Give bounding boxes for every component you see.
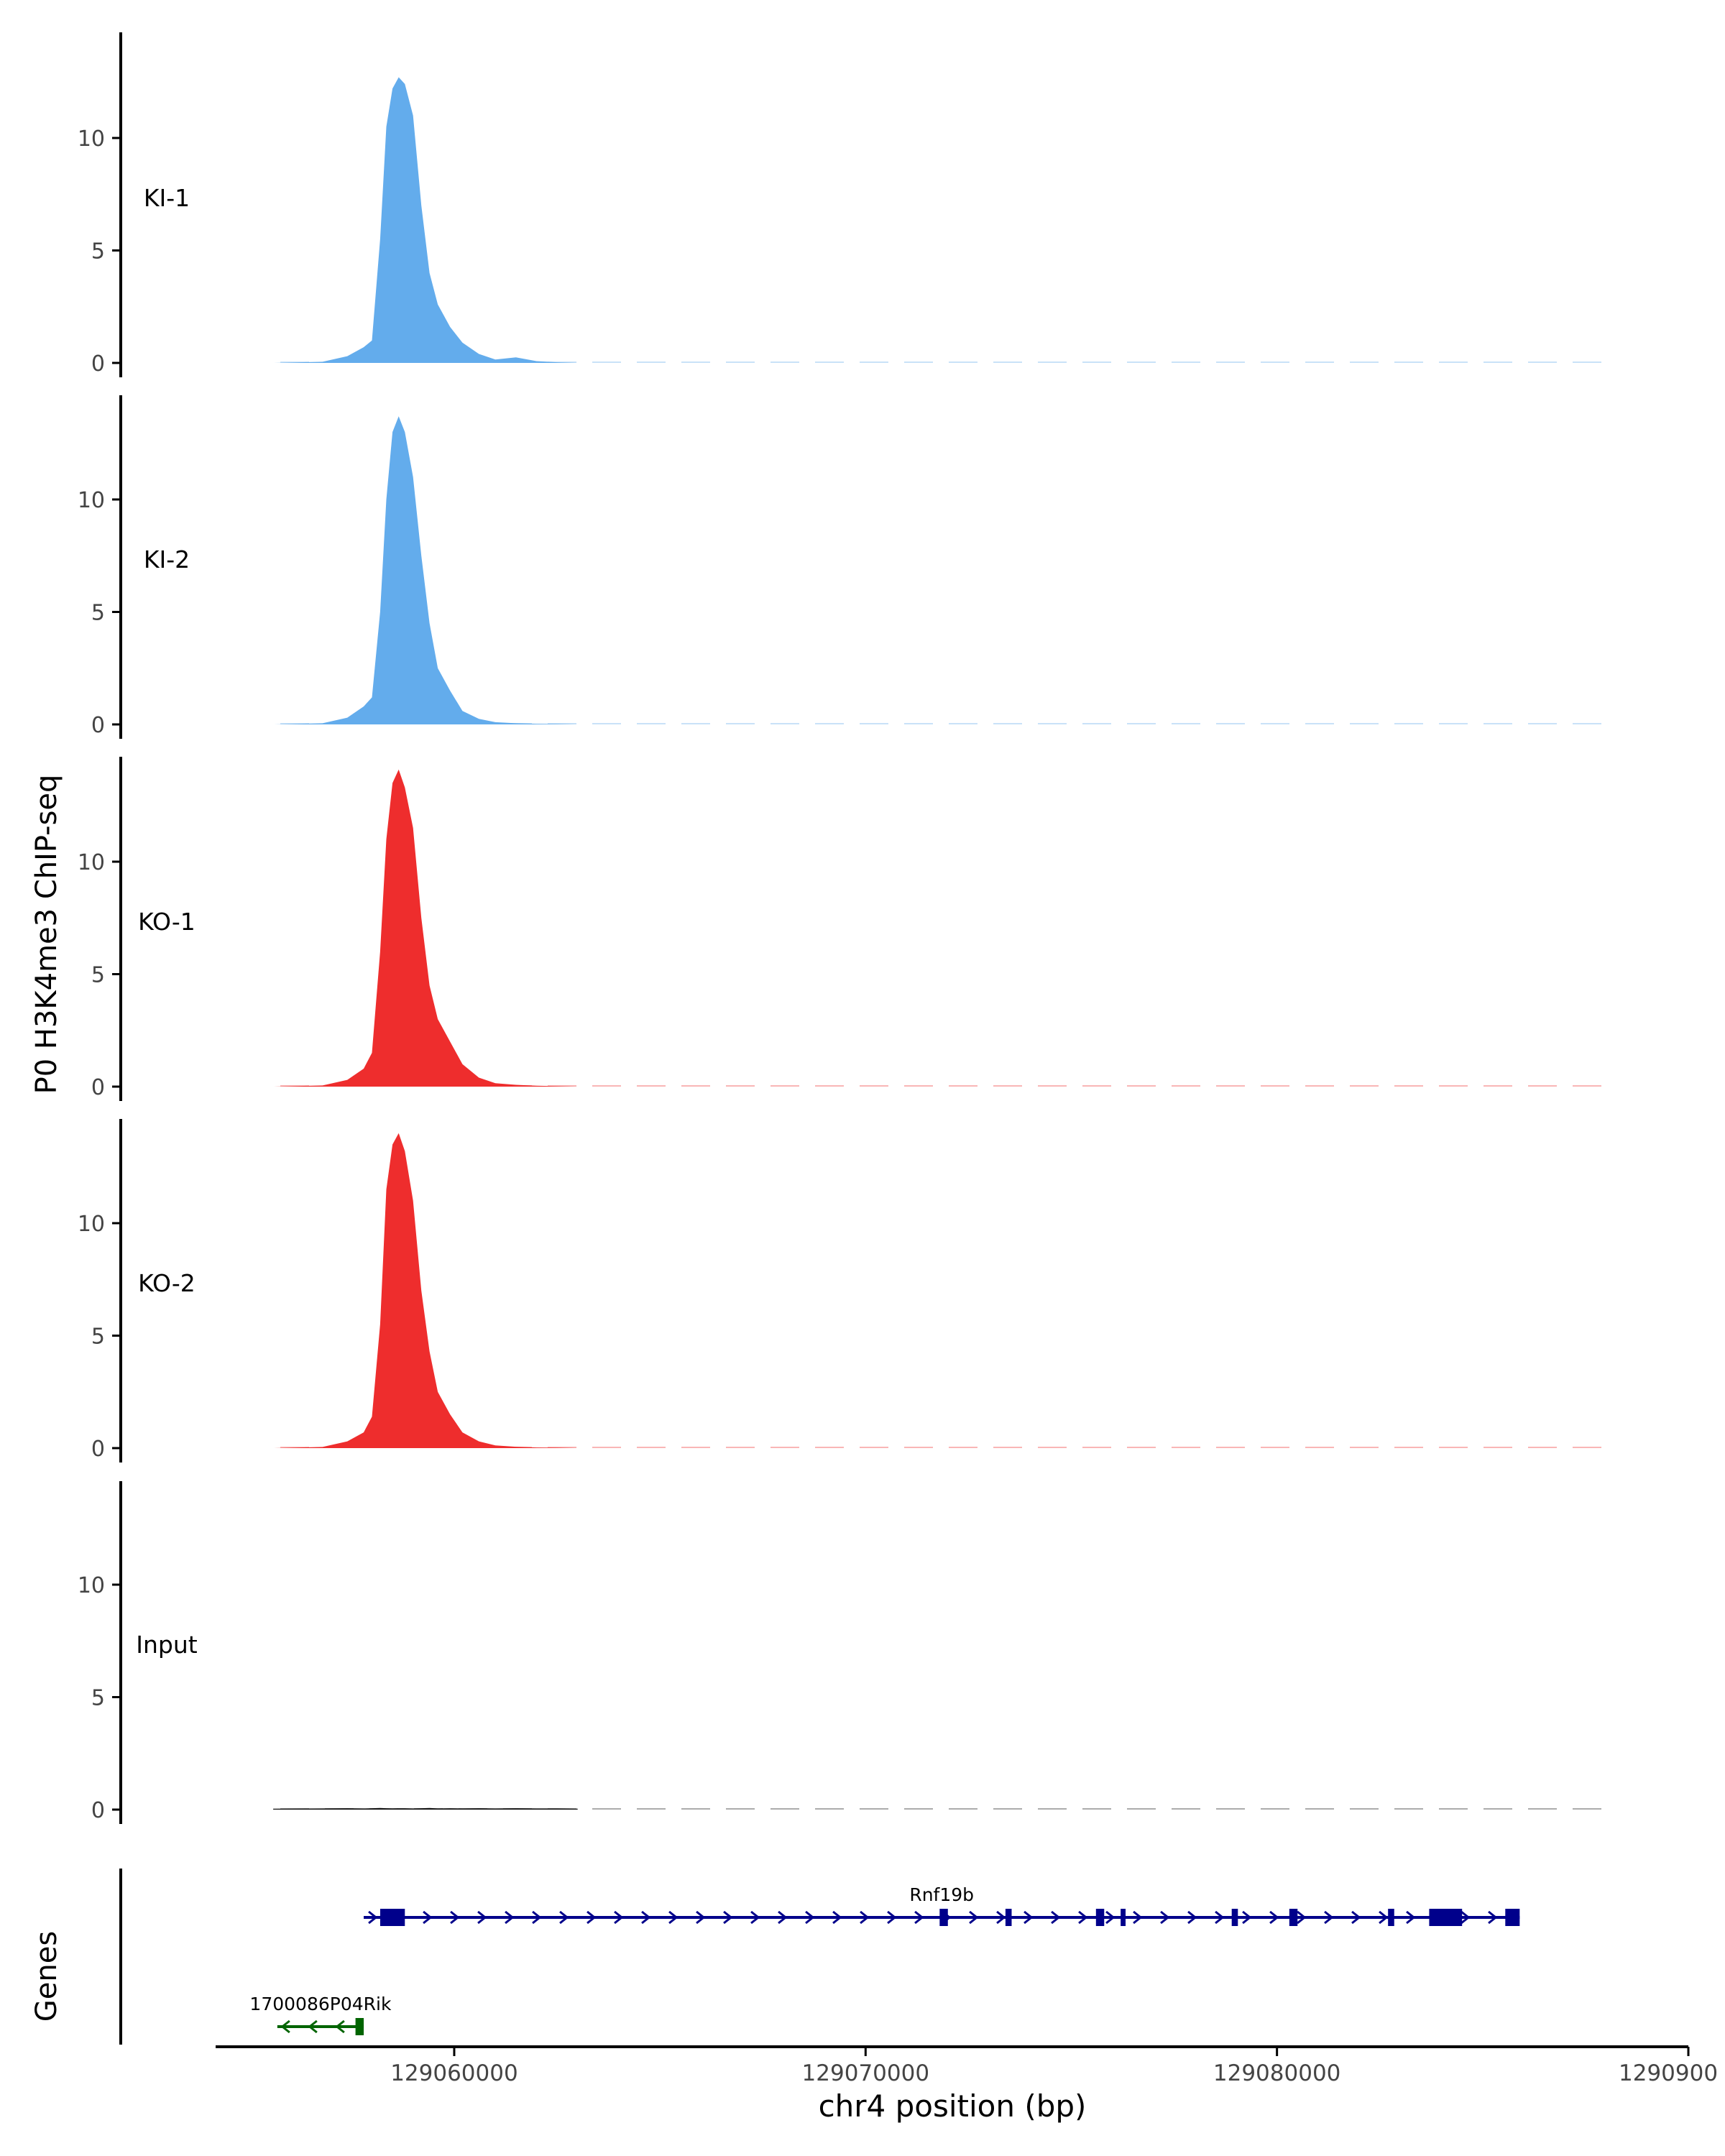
y-tick-label: 10 <box>78 488 105 513</box>
track-label: KO-2 <box>138 1269 196 1297</box>
y-tick-label: 5 <box>91 963 105 988</box>
strand-chevron <box>280 2019 290 2034</box>
y-tick-label: 0 <box>91 1437 105 1462</box>
strand-chevron <box>614 1910 624 1925</box>
x-tick-label: 129080000 <box>1213 2060 1341 2086</box>
x-axis-title: chr4 position (bp) <box>819 2088 1087 2124</box>
strand-chevron <box>668 1910 678 1925</box>
y-tick-label: 0 <box>91 1075 105 1100</box>
gene-exon <box>1005 1909 1012 1926</box>
gene-exon <box>1095 1909 1105 1926</box>
track-label: KO-1 <box>138 908 196 936</box>
gene-exon <box>1121 1909 1126 1926</box>
strand-chevron <box>887 1910 897 1925</box>
strand-chevron <box>1460 1910 1471 1925</box>
strand-chevron <box>1133 1910 1143 1925</box>
gene-exon <box>939 1909 948 1926</box>
strand-chevron <box>505 1910 515 1925</box>
strand-chevron <box>1105 1910 1116 1925</box>
strand-chevron <box>1051 1910 1061 1925</box>
strand-chevron <box>1215 1910 1225 1925</box>
track-ko-1: 0 5 10 KO-1 <box>78 757 1617 1101</box>
x-tick-label: 129060000 <box>390 2060 518 2086</box>
track-ko-2: 0 5 10 KO-2 <box>78 1119 1617 1462</box>
strand-chevron <box>1379 1910 1389 1925</box>
track-input: 0 5 10 Input <box>78 1481 1617 1824</box>
strand-chevron <box>1406 1910 1416 1925</box>
x-axis: 129060000 129070000 129080000 1290900 <box>216 2045 1718 2086</box>
y-tick-label: 5 <box>91 601 105 626</box>
gene-exon <box>1289 1909 1298 1926</box>
y-tick-label: 5 <box>91 239 105 264</box>
genes-layer: Rnf19b 1700086P04Rik <box>119 1869 1520 2045</box>
tracks-layer: 0 5 10 KI-1 0 5 10 KI-2 0 5 10 KO-1 0 5 10 KO-2 0 5 10 Inpu… <box>78 32 1617 1824</box>
y-tick-label: 10 <box>78 850 105 875</box>
strand-chevron <box>914 1910 924 1925</box>
strand-chevron <box>750 1910 760 1925</box>
gene-exon <box>355 2018 364 2035</box>
strand-chevron <box>805 1910 815 1925</box>
strand-chevron <box>1297 1910 1307 1925</box>
strand-chevron <box>1324 1910 1334 1925</box>
y-tick-label: 5 <box>91 1325 105 1350</box>
gene-exon <box>1429 1909 1463 1926</box>
gene-exon <box>1505 1909 1520 1926</box>
strand-chevron <box>1242 1910 1252 1925</box>
genes-axis-title: Genes <box>30 1931 63 2022</box>
strand-chevron <box>586 1910 597 1925</box>
track-label: KI-2 <box>144 545 190 573</box>
strand-chevron <box>368 1910 378 1925</box>
track-ki-1: 0 5 10 KI-1 <box>78 32 1617 377</box>
strand-chevron <box>1078 1910 1088 1925</box>
strand-chevron <box>1351 1910 1361 1925</box>
gene-rnf19b: Rnf19b <box>364 1884 1520 1926</box>
track-area <box>273 416 578 724</box>
gene-exon <box>380 1909 405 1926</box>
strand-chevron <box>423 1910 433 1925</box>
strand-chevron <box>477 1910 487 1925</box>
track-label: KI-1 <box>144 184 190 212</box>
y-tick-label: 0 <box>91 1798 105 1823</box>
strand-chevron <box>308 2019 318 2034</box>
strand-chevron <box>1024 1910 1034 1925</box>
strand-chevron <box>450 1910 460 1925</box>
strand-chevron <box>641 1910 651 1925</box>
gene-exon <box>1231 1909 1238 1926</box>
strand-chevron <box>996 1910 1006 1925</box>
strand-chevron <box>1160 1910 1170 1925</box>
strand-chevron <box>335 2019 345 2034</box>
strand-chevron <box>559 1910 569 1925</box>
track-label: Input <box>136 1631 198 1659</box>
y-axis-title: P0 H3K4me3 ChIP-seq <box>30 775 63 1095</box>
gene-1700086p04rik: 1700086P04Rik <box>249 1994 392 2035</box>
strand-chevron <box>969 1910 979 1925</box>
strand-chevron <box>832 1910 842 1925</box>
strand-chevron <box>1488 1910 1498 1925</box>
gene-exon <box>1388 1909 1394 1926</box>
strand-chevron <box>696 1910 706 1925</box>
gene-name-label: Rnf19b <box>909 1884 974 1905</box>
track-area <box>273 1133 578 1448</box>
track-area <box>273 77 578 363</box>
y-tick-label: 10 <box>78 1573 105 1598</box>
y-tick-label: 5 <box>91 1686 105 1711</box>
strand-chevron <box>532 1910 542 1925</box>
strand-chevron <box>1269 1910 1279 1925</box>
y-tick-label: 0 <box>91 351 105 377</box>
track-area <box>273 769 578 1087</box>
x-tick-label: 1290900 <box>1619 2060 1718 2086</box>
gene-name-label: 1700086P04Rik <box>249 1994 392 2014</box>
y-tick-label: 0 <box>91 713 105 738</box>
strand-chevron <box>860 1910 870 1925</box>
track-area <box>273 1807 578 1810</box>
strand-chevron <box>723 1910 733 1925</box>
strand-chevron <box>778 1910 788 1925</box>
track-ki-2: 0 5 10 KI-2 <box>78 395 1617 739</box>
strand-chevron <box>1187 1910 1197 1925</box>
y-tick-label: 10 <box>78 1212 105 1237</box>
x-tick-label: 129070000 <box>802 2060 930 2086</box>
y-tick-label: 10 <box>78 126 105 152</box>
